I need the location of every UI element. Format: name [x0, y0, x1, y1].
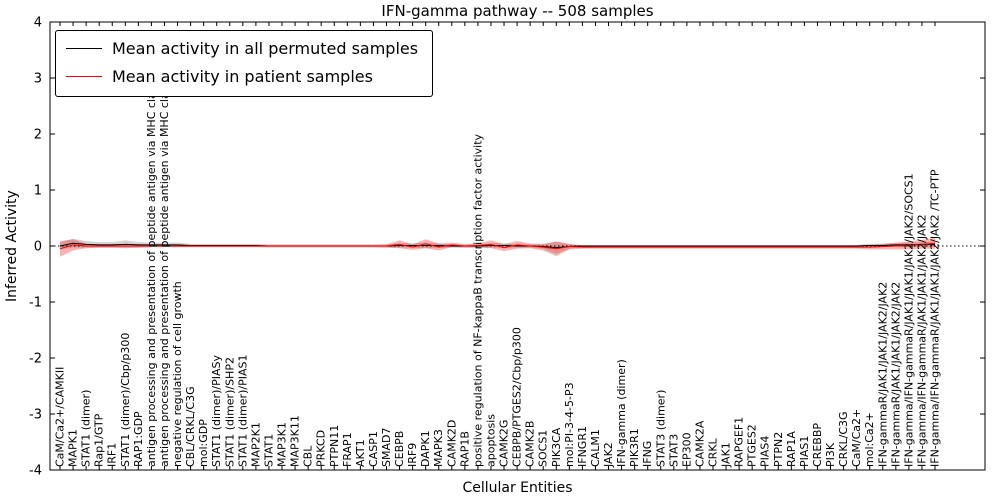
x-tick-label: CAMK2G [498, 420, 511, 467]
x-tick-label: SMAD7 [380, 428, 393, 467]
x-tick-label: Rap1/GTP [93, 413, 106, 467]
x-tick-label: PRKCD [315, 430, 328, 467]
x-tick-label: MAP3K1 [276, 422, 289, 467]
x-tick-label: DAPK1 [419, 430, 432, 467]
legend-item-permuted: Mean activity in all permuted samples [66, 39, 418, 58]
x-tick-label: positive regulation of NF-kappaB transcr… [471, 133, 484, 467]
x-tick-label: STAT1 (dimer)/PIAS1 [236, 355, 249, 467]
x-tick-label: PTGES2 [746, 424, 759, 467]
x-tick-label: PTPN2 [772, 432, 785, 467]
x-tick-label: IFN-gamma/IFN-gammaR/JAK1/JAK1/JAK2/JAK2… [902, 173, 915, 467]
plot-frame [49, 21, 986, 471]
x-tick-label: SOCS1 [537, 430, 550, 467]
x-tick-label: PI3K [824, 442, 837, 467]
x-tick-label: CALM1 [589, 429, 602, 467]
y-tick-label: 2 [34, 128, 42, 143]
chart-title: IFN-gamma pathway -- 508 samples [381, 2, 654, 20]
x-tick-label: CAMK2B [524, 421, 537, 467]
x-tick-label: PIK3R1 [628, 428, 641, 467]
x-tick-label: CaM/Ca2+ [850, 409, 863, 467]
x-tick-label: CRKL/C3G [837, 411, 850, 467]
x-tick-label: CASP1 [367, 431, 380, 467]
legend-line-red-icon [66, 76, 102, 77]
x-tick-label: STAT3 (dimer) [654, 390, 667, 467]
x-tick-label: PIK3CA [550, 427, 563, 467]
x-tick-label: MAP3K11 [289, 415, 302, 467]
x-tick-label: MAPK1 [67, 429, 80, 467]
x-tick-label: RAP1A [785, 431, 798, 467]
x-tick-label: PIAS1 [798, 436, 811, 467]
x-tick-label: JAK1 [720, 442, 733, 468]
x-tick-label: IFN-gammaR/JAK1/JAK1/JAK2/JAK2 [876, 282, 889, 467]
x-tick-label: PTPN11 [328, 425, 341, 467]
x-tick-label: apoptosis [484, 414, 497, 467]
x-tick-label: negative regulation of cell growth [171, 281, 184, 467]
legend-label-patient: Mean activity in patient samples [112, 67, 373, 86]
x-tick-label: antigen processing and presentation of p… [145, 74, 158, 467]
x-tick-label: IRF1 [106, 443, 119, 467]
x-tick-label: IFNGR1 [576, 426, 589, 467]
y-tick-label: 1 [34, 184, 42, 199]
x-tick-label: CAMK2D [445, 420, 458, 467]
y-tick-label: -1 [29, 296, 42, 311]
x-tick-label: CBL/CRKL/C3G [184, 386, 197, 467]
y-tick-label: 3 [34, 72, 42, 87]
x-tick-label: RAPGEF1 [733, 417, 746, 467]
series-line-1 [59, 242, 936, 250]
x-tick-label: STAT1 (dimer)/Cbp/p300 [119, 333, 132, 467]
x-tick-label: RAP1B [458, 431, 471, 467]
x-tick-label: IFNG [641, 441, 654, 467]
y-tick-label: -3 [29, 408, 42, 423]
x-tick-label: mol:GDP [197, 419, 210, 467]
x-tick-label: PIAS4 [759, 436, 772, 467]
x-tick-label: IFN-gamma/IFN-gammaR/JAK1/JAK1/JAK2/JAK2 [915, 214, 928, 467]
x-tick-label: STAT1 (dimer)/PIASy [210, 355, 223, 467]
legend: Mean activity in all permuted samples Me… [55, 30, 434, 97]
x-tick-label: IRF9 [406, 443, 419, 467]
legend-label-permuted: Mean activity in all permuted samples [112, 39, 419, 58]
x-tick-label: CRKL [706, 437, 719, 467]
y-tick-label: -2 [29, 352, 42, 367]
x-tick-label: EP300 [680, 432, 693, 467]
x-tick-label: IFN-gammaR/JAK1/JAK1/JAK2/JAK2 [889, 282, 902, 467]
x-tick-label: STAT1 (dimer) [80, 390, 93, 467]
x-tick-label: CEBPB [393, 431, 406, 467]
x-tick-label: STAT1 [262, 434, 275, 467]
x-tick-label: FRAP1 [341, 432, 354, 467]
x-tick-label: mol:Ca2+ [863, 412, 876, 467]
y-axis-label: Inferred Activity [4, 190, 20, 302]
x-tick-label: CaM/Ca2+/CAMKII [54, 367, 67, 467]
x-tick-label: STAT3 [667, 434, 680, 467]
x-tick-label: AKT1 [354, 439, 367, 467]
x-tick-label: IFN-gamma/IFN-gammaR/JAK1/JAK1/JAK2/JAK2… [929, 169, 942, 467]
x-tick-label: CREBBP [811, 423, 824, 467]
x-tick-label: MAPK3 [432, 429, 445, 467]
x-tick-label: antigen processing and presentation of p… [158, 74, 171, 467]
x-tick-label: CAMK2A [693, 420, 706, 467]
legend-item-patient: Mean activity in patient samples [66, 67, 418, 86]
x-tick-label: IFN-gamma (dimer) [615, 359, 628, 467]
x-tick-label: mol:PI-3-4-5-P3 [563, 382, 576, 467]
series-line-0 [59, 242, 935, 249]
x-tick-label: MAP2K1 [249, 422, 262, 467]
x-tick-label: CBL [302, 445, 315, 467]
std-band-1 [60, 237, 935, 257]
x-tick-label: STAT1 (dimer)/SHP2 [223, 357, 236, 467]
x-axis-label: Cellular Entities [462, 480, 573, 496]
x-tick-label: CEBPB/PTGES2/Cbp/p300 [511, 327, 524, 467]
y-tick-label: -4 [29, 464, 42, 479]
legend-line-black-icon [66, 48, 102, 49]
y-tick-label: 4 [34, 16, 42, 31]
y-tick-label: 0 [34, 240, 42, 255]
x-tick-label: RAP1:GDP [132, 411, 145, 467]
x-tick-label: JAK2 [602, 442, 615, 468]
